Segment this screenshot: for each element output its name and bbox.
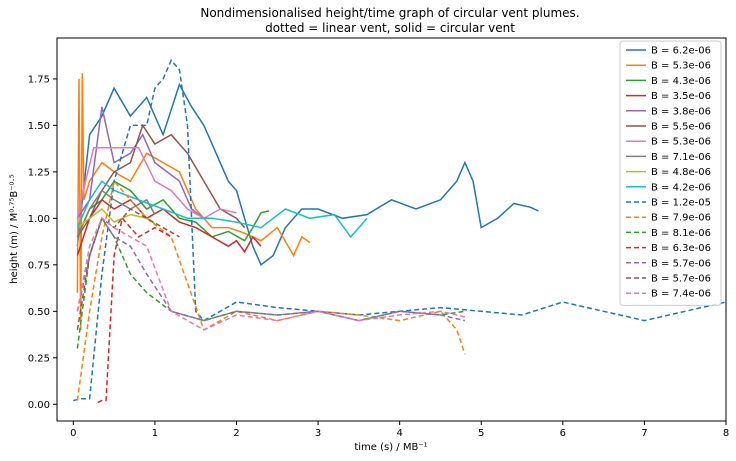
x-tick-label: 4: [396, 428, 402, 439]
y-tick-label: 0.75: [28, 260, 50, 271]
y-axis-label: height (m) / M⁰·⁷⁵B⁻⁰·⁵: [9, 174, 20, 284]
series-line-11: [73, 58, 726, 402]
y-ticks: 0.00 0.25 0.50 0.75 1.00 1.25 1.50 1.75: [28, 74, 57, 411]
series-line-7: [76, 146, 237, 220]
y-tick-label: 0.25: [28, 353, 50, 364]
series-line-2: [76, 73, 311, 330]
chart-subtitle: dotted = linear vent, solid = circular v…: [265, 21, 515, 35]
x-tick-label: 6: [560, 428, 566, 439]
series-line-9: [76, 207, 156, 229]
x-tick-label: 0: [70, 428, 76, 439]
legend-label: B = 4.2e-06: [651, 182, 711, 193]
y-tick-label: 1.25: [28, 167, 50, 178]
x-ticks: 0 1 2 3 4 5 6 7 8: [70, 421, 729, 439]
legend-label: B = 5.3e-06: [651, 61, 711, 72]
x-tick-label: 8: [723, 428, 729, 439]
series-line-14: [97, 216, 172, 404]
series-line-4: [76, 198, 262, 256]
series-line-10: [76, 180, 368, 239]
legend-label: B = 3.5e-06: [651, 91, 711, 102]
series-line-5: [76, 106, 205, 219]
legend-label: B = 5.5e-06: [651, 122, 711, 133]
legend: B = 6.2e-06 B = 5.3e-06 B = 4.3e-06 B = 3.5…: [619, 40, 722, 306]
series-line-16: [76, 208, 180, 331]
y-tick-label: 0.00: [28, 400, 50, 411]
series-line-15: [76, 216, 466, 322]
series-line-12: [76, 179, 466, 401]
y-tick-label: 1.75: [28, 74, 50, 85]
legend-label: B = 7.4e-06: [651, 289, 711, 300]
y-tick-label: 1.00: [28, 214, 50, 225]
series-line-8: [76, 189, 156, 238]
x-tick-label: 3: [315, 428, 321, 439]
x-tick-label: 2: [233, 428, 239, 439]
legend-label: B = 8.1e-06: [651, 228, 711, 239]
x-tick-label: 5: [478, 428, 484, 439]
series-line-13: [76, 216, 466, 349]
x-tick-label: 1: [152, 428, 158, 439]
x-axis-label: time (s) / MB⁻¹: [354, 442, 427, 453]
legend-label: B = 6.3e-06: [651, 243, 711, 254]
legend-label: B = 5.3e-06: [651, 137, 711, 148]
legend-label: B = 1.2e-05: [651, 198, 711, 209]
legend-label: B = 4.8e-06: [651, 167, 711, 178]
y-tick-label: 1.50: [28, 121, 50, 132]
legend-box: [619, 40, 722, 306]
y-tick-label: 0.50: [28, 307, 50, 318]
legend-label: B = 5.7e-06: [651, 274, 711, 285]
chart-title: Nondimensionalised height/time graph of …: [200, 6, 579, 20]
legend-label: B = 3.8e-06: [651, 106, 711, 117]
legend-label: B = 6.2e-06: [651, 46, 711, 57]
legend-label: B = 7.9e-06: [651, 213, 711, 224]
series-line-17: [76, 217, 466, 331]
legend-label: B = 4.3e-06: [651, 76, 711, 87]
series-line-1: [76, 82, 539, 266]
plot-frame: [56, 37, 727, 422]
legend-label: B = 7.1e-06: [651, 152, 711, 163]
legend-label: B = 5.7e-06: [651, 258, 711, 269]
x-tick-label: 7: [641, 428, 647, 439]
series-layer: [73, 58, 726, 404]
